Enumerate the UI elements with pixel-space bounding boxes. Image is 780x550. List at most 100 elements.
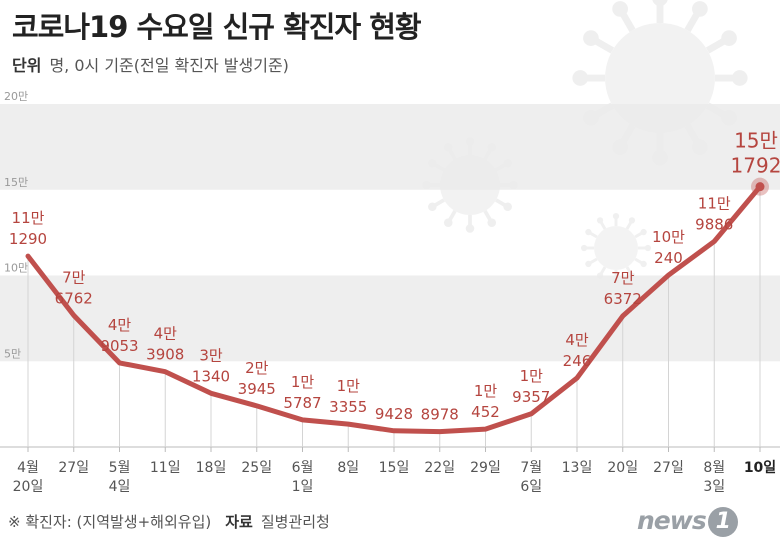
x-tick-label: 8일 — [337, 460, 359, 476]
x-tick-label: 15일 — [379, 460, 410, 476]
x-tick-label: 25일 — [241, 460, 272, 476]
data-label: 240 — [654, 249, 683, 267]
source-label: 자료 — [225, 513, 253, 531]
unit-caption: 단위 명, 0시 기준(전일 확진자 발생기준) — [12, 52, 289, 76]
x-tick-label: 5월 — [109, 460, 131, 476]
virus-spike-tip — [465, 224, 475, 233]
x-tick-label: 11일 — [150, 460, 181, 476]
page-title: 코로나19 수요일 신규 확진자 현황 — [12, 10, 422, 44]
virus-spike-tip — [585, 260, 592, 268]
virus-spike-tip — [640, 228, 647, 236]
data-label: 2만 — [245, 359, 269, 377]
data-label: 3만 — [199, 346, 223, 364]
y-tick-label: 5만 — [4, 347, 21, 360]
data-label: 4만 — [108, 316, 132, 334]
data-label: 10만 — [652, 228, 685, 246]
data-label: 6372 — [604, 290, 642, 308]
data-label: 11만 — [12, 209, 45, 227]
y-tick-label: 15만 — [4, 176, 28, 189]
x-tick-label: 29일 — [470, 460, 501, 476]
series-line — [25, 177, 769, 447]
x-tick-label: 27일 — [58, 460, 89, 476]
virus-spike-tip — [583, 30, 599, 46]
x-tick-label: 10일 — [744, 460, 776, 476]
data-label: 1만 — [520, 367, 544, 385]
data-label: 9886 — [695, 215, 733, 233]
virus-spike-tip — [503, 202, 512, 212]
x-tick-label: 20일 — [13, 479, 44, 495]
x-tick-label: 6일 — [520, 479, 542, 495]
x-tick-label: 7월 — [520, 460, 542, 476]
data-label: 9357 — [512, 388, 550, 406]
virus-spike-tip — [487, 218, 497, 227]
x-tick-label: 3일 — [703, 479, 725, 495]
data-label: 9053 — [100, 337, 138, 355]
x-tick-label: 1일 — [292, 479, 314, 495]
brand-mark: 1 — [707, 507, 738, 537]
y-tick-label: 10만 — [4, 262, 28, 275]
virus-spike-tip — [428, 202, 437, 212]
data-label: 3908 — [146, 346, 184, 364]
data-label: 4만 — [565, 331, 589, 349]
virus-spike-tip — [628, 217, 636, 224]
virus-spike-tip — [640, 260, 647, 268]
brand-text: news — [637, 506, 707, 535]
data-label: 5787 — [283, 394, 321, 412]
news1-logo: news 1 — [637, 506, 738, 537]
data-label: 8978 — [421, 406, 459, 424]
data-label: 6762 — [55, 289, 93, 307]
x-tick-label: 4월 — [17, 460, 39, 476]
x-axis: 4월 20일 27일 5월 4일 11일 18일 25일 6월 1일 8일 15일 22일 29일 7월 6일… — [0, 446, 780, 495]
virus-spike-tip — [644, 244, 652, 252]
virus-spike-tip — [612, 1, 628, 17]
data-label: 3355 — [329, 398, 367, 416]
highlight-point — [755, 182, 765, 192]
x-tick-label: 8월 — [703, 460, 725, 476]
footnote: ※ 확진자: (지역발생+해외유입) 자료 질병관리청 — [8, 511, 330, 532]
data-label: 452 — [471, 403, 500, 421]
data-label: 11만 — [698, 194, 731, 212]
x-tick-label: 6월 — [292, 460, 314, 476]
virus-spike-tip — [585, 228, 592, 236]
virus-spike-tip — [572, 70, 589, 86]
virus-spike-tip — [731, 70, 748, 86]
virus-spike-tip — [612, 212, 620, 220]
y-tick-label: 20만 — [4, 90, 28, 103]
x-tick-label: 20일 — [607, 460, 638, 476]
data-label: 7만 — [611, 269, 635, 287]
x-tick-label: 13일 — [562, 460, 593, 476]
data-label: 1만 — [474, 382, 498, 400]
virus-spike-tip — [652, 0, 668, 7]
x-tick-label: 27일 — [653, 460, 684, 476]
series-path — [25, 184, 763, 435]
data-label: 7만 — [62, 268, 86, 286]
x-tick-label: 4일 — [109, 479, 131, 495]
data-label: 15만 — [734, 129, 778, 153]
data-label: 1만 — [337, 377, 361, 395]
data-labels: 11만 1290 7만 6762 4만 9053 4만 3908 3만 1340 2만 3945 1만 5… — [9, 129, 780, 424]
virus-spike-tip — [596, 217, 604, 224]
data-label: 9428 — [375, 405, 413, 423]
grid-band — [0, 104, 780, 190]
data-label: 1340 — [192, 367, 230, 385]
virus-spike-tip — [580, 244, 588, 252]
source-text: 질병관리청 — [260, 513, 330, 531]
data-label: 3945 — [238, 380, 276, 398]
data-label: 246 — [563, 352, 592, 370]
x-tick-label: 22일 — [424, 460, 455, 476]
data-label: 1792 — [731, 154, 780, 178]
unit-label: 단위 — [12, 56, 42, 75]
data-label: 4만 — [154, 325, 178, 343]
y-axis: 5만 10만 15만 20만 — [4, 90, 28, 360]
data-label: 1만 — [291, 373, 315, 391]
virus-spike-tip — [443, 218, 453, 227]
x-tick-label: 18일 — [196, 460, 227, 476]
virus-body — [594, 226, 638, 270]
data-label: 1290 — [9, 230, 47, 248]
virus-spike-tip — [721, 30, 737, 46]
virus-spike-tip — [692, 1, 708, 17]
unit-text: 명, 0시 기준(전일 확진자 발생기준) — [49, 56, 289, 75]
footnote-text: ※ 확진자: (지역발생+해외유입) — [8, 513, 212, 531]
